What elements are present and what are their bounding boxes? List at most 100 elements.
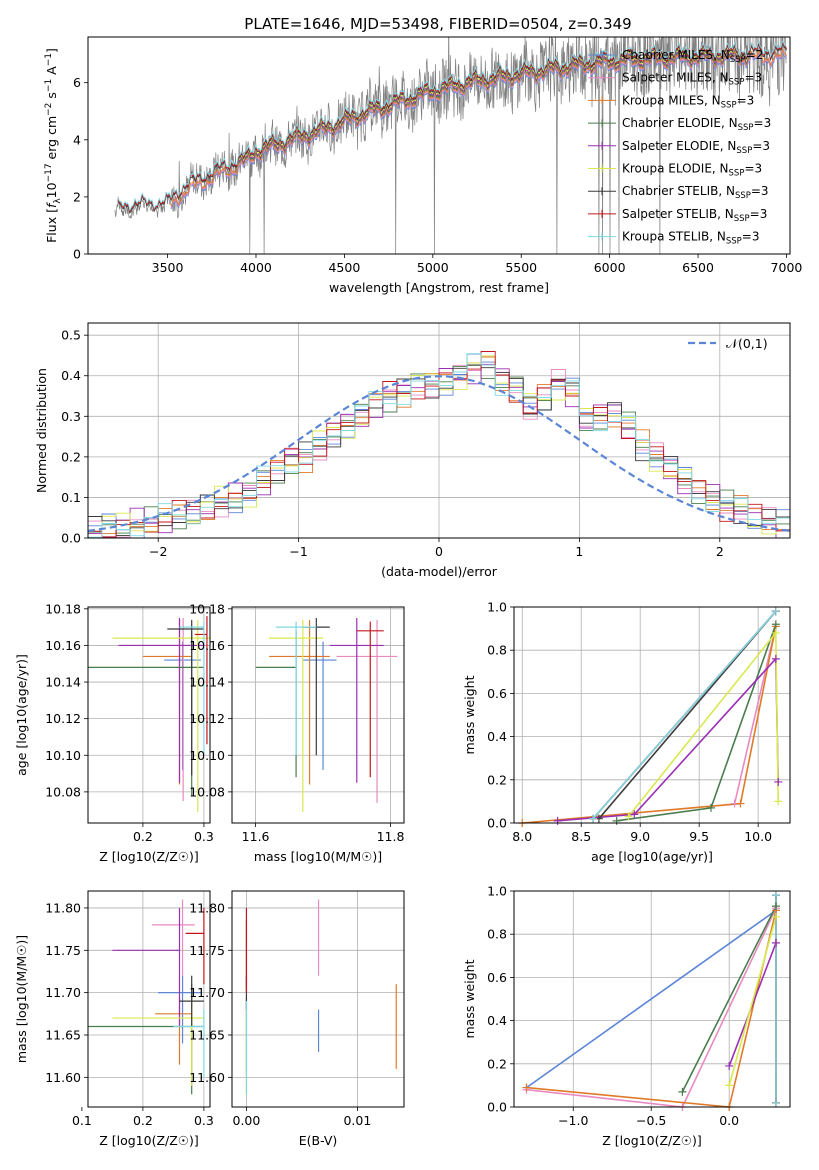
y-tick-label: 10.14 <box>45 675 81 690</box>
plot-area-age-vs-Z <box>88 607 210 823</box>
weight-point <box>553 816 562 825</box>
legend-subscript: SSP <box>735 191 751 201</box>
weight-point <box>771 912 780 921</box>
y-label-part: −2 <box>44 103 54 116</box>
figure-title: PLATE=1646, MJD=53498, FIBERID=0504, z=0… <box>244 15 631 33</box>
y-tick-label: 0.8 <box>487 927 507 942</box>
weight-point <box>771 902 780 911</box>
y-tick-label: 11.65 <box>189 1028 225 1043</box>
weight-point <box>630 810 639 819</box>
weight-line <box>592 610 777 820</box>
x-tick-label: 0.1 <box>72 1113 92 1128</box>
y-tick-label: 0.2 <box>487 772 507 787</box>
y-tick-label: 10.10 <box>45 748 81 763</box>
legend-text: Kroupa MILES, N <box>622 93 721 107</box>
y-tick-label: 1.0 <box>487 600 507 615</box>
x-tick-label: 0.3 <box>194 1113 214 1128</box>
x-tick-label: −1.0 <box>558 1113 588 1128</box>
legend-entry: Salpeter STELIB, NSSP=3 <box>622 207 767 224</box>
x-tick-label: 0.00 <box>233 1113 261 1128</box>
x-axis-label: mass [log10(M/M☉)] <box>254 849 382 864</box>
legend-entry: Chabrier STELIB, NSSP=3 <box>622 184 769 201</box>
y-label-part: Flux [ <box>44 208 59 243</box>
x-tick-label: 2 <box>716 544 724 559</box>
plots-layer: 3500 4000 4500 5000 5500 6000 6500 7000 0 2 4 6 wave… <box>14 36 802 1148</box>
legend-subscript: SSP <box>736 146 752 156</box>
legend-subscript: SSP <box>730 55 746 65</box>
y-tick-label: 11.60 <box>45 1070 81 1085</box>
x-axis-label: Z [log10(Z/Z☉)] <box>99 1133 199 1148</box>
y-tick-label: 2 <box>73 189 81 204</box>
legend-text: Salpeter STELIB, N <box>622 207 734 221</box>
legend-subscript: SSP <box>729 169 745 179</box>
x-tick-label: 1 <box>575 544 583 559</box>
legend-subscript: SSP <box>738 123 754 133</box>
y-tick-label: 10.18 <box>189 601 225 616</box>
legend-subscript: SSP <box>721 100 737 110</box>
x-axis-label: Z [log10(Z/Z☉)] <box>602 1133 702 1148</box>
legend-value: =2 <box>746 48 764 62</box>
model-series-line <box>117 40 787 212</box>
weight-point <box>774 797 783 806</box>
legend-text: Kroupa STELIB, N <box>622 230 726 244</box>
legend-subscript: SSP <box>729 78 745 88</box>
y-tick-label: 4 <box>73 132 81 147</box>
y-label-part: λ <box>53 198 63 204</box>
y-tick-label: 0.0 <box>61 531 81 546</box>
panel-weight-vs-Z: −1.0 −0.5 0.0 0.0 0.2 0.4 0.6 0.8 1.0 Z [log10(Z/… <box>462 884 791 1148</box>
x-tick-label: 0.01 <box>343 1113 371 1128</box>
weight-point <box>589 814 598 823</box>
x-tick-label: 5000 <box>417 260 449 275</box>
legend-text: Chabrier ELODIE, N <box>622 116 738 130</box>
legend-entry: Kroupa STELIB, NSSP=3 <box>622 230 760 247</box>
x-axis-label: age [log10(age/yr)] <box>591 849 713 864</box>
legend-entry: Chabrier ELODIE, NSSP=3 <box>622 116 771 133</box>
y-tick-label: 10.14 <box>189 675 225 690</box>
axes-frame <box>87 890 211 1108</box>
weight-line <box>557 656 779 822</box>
plot-area-spectrum <box>114 37 787 254</box>
plot-area-mass-vs-ebv <box>232 891 404 1107</box>
legend-entry: Kroupa ELODIE, NSSP=3 <box>622 162 762 179</box>
y-tick-label: 11.75 <box>189 943 225 958</box>
legend-text: Salpeter ELODIE, N <box>622 139 736 153</box>
panel-mass-vs-ebv: 0.00 0.01 11.60 11.65 11.70 11.75 11.80 E(B-V) <box>189 890 405 1148</box>
plot-area-age-vs-mass <box>232 607 404 823</box>
weight-line <box>733 626 777 804</box>
y-tick-label: 10.12 <box>189 711 225 726</box>
x-tick-label: −1 <box>289 544 307 559</box>
weight-point <box>771 1098 780 1107</box>
legend-value: =3 <box>744 162 762 176</box>
x-tick-label: 0.2 <box>133 1113 153 1128</box>
y-tick-label: 10.12 <box>45 711 81 726</box>
weight-point <box>725 1081 734 1090</box>
axes-frame <box>513 606 791 824</box>
axes-frame <box>87 322 791 539</box>
normal-curve <box>88 375 790 532</box>
histogram-step <box>88 364 790 537</box>
y-tick-label: 10.10 <box>189 748 225 763</box>
x-tick-label: 0.3 <box>194 829 214 844</box>
plot-area-weight-vs-age <box>514 607 790 823</box>
x-tick-label: 11.6 <box>242 829 270 844</box>
x-tick-label: 3500 <box>152 260 184 275</box>
y-axis-label: age [log10(age/yr)] <box>14 654 29 776</box>
y-tick-label: 11.60 <box>189 1070 225 1085</box>
model-series-line <box>237 48 752 165</box>
y-tick-label: 0.8 <box>487 643 507 658</box>
legend-subscript: SSP <box>726 237 742 247</box>
plot-area-mass-vs-Z <box>88 891 210 1107</box>
y-axis-label: mass weight <box>462 675 477 754</box>
panel-spectrum: 3500 4000 4500 5000 5500 6000 6500 7000 0 2 4 6 wave… <box>44 36 802 295</box>
x-tick-label: 5500 <box>505 260 537 275</box>
y-label-part: A <box>44 66 59 79</box>
x-tick-label: 4000 <box>240 260 272 275</box>
x-tick-label: 0 <box>435 544 443 559</box>
weight-line <box>526 907 777 1107</box>
weight-line <box>526 909 777 1089</box>
y-tick-label: 0.5 <box>61 328 81 343</box>
x-axis-label: Z [log10(Z/Z☉)] <box>99 849 199 864</box>
x-tick-label: 6000 <box>594 260 626 275</box>
histogram-step <box>88 353 790 538</box>
y-tick-label: 0 <box>73 247 81 262</box>
